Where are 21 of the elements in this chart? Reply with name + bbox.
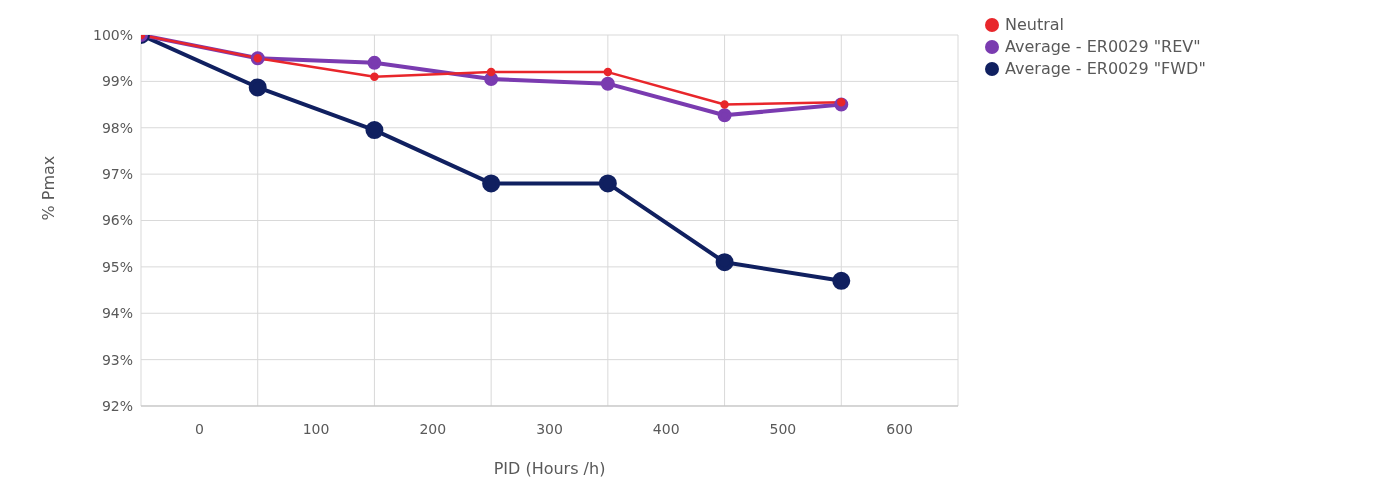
y-tick-label: 95% xyxy=(101,258,133,275)
y-tick-label: 96% xyxy=(101,212,133,229)
y-tick-label: 99% xyxy=(101,73,133,90)
y-tick-label: 98% xyxy=(101,119,133,136)
y-tick-label: 94% xyxy=(101,305,133,322)
y-tick-label: 92% xyxy=(101,397,133,414)
x-tick-label: 0 xyxy=(194,420,204,437)
legend-label: Neutral xyxy=(1005,14,1065,36)
y-tick-label: 93% xyxy=(101,351,133,368)
x-tick-label: 500 xyxy=(769,420,797,437)
y-tick-label: 100% xyxy=(92,26,133,43)
y-axis-title: % Pmax xyxy=(38,155,58,221)
x-tick-label: 600 xyxy=(886,420,914,437)
x-axis-title: PID (Hours /h) xyxy=(493,459,606,478)
y-tick-label: 97% xyxy=(101,166,133,183)
x-tick-label: 400 xyxy=(652,420,680,437)
legend-label: Average - ER0029 "REV" xyxy=(1005,36,1201,58)
x-tick-label: 100 xyxy=(302,420,330,437)
legend-label: Average - ER0029 "FWD" xyxy=(1005,58,1206,80)
x-tick-label: 300 xyxy=(536,420,563,437)
x-tick-label: 200 xyxy=(419,420,447,437)
